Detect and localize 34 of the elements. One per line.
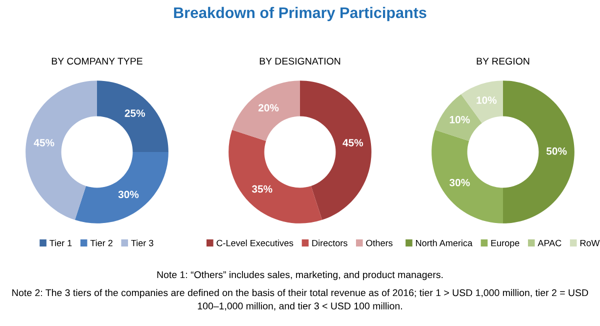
chart-title: BY REGION [476,58,530,65]
data-label: 50% [546,147,567,155]
donut-slice [228,130,322,224]
donut-slice [26,80,97,220]
legend-label: Tier 3 [131,240,154,246]
data-label: 45% [34,139,54,146]
data-label: 30% [449,178,470,186]
chart-title: BY DESIGNATION [260,58,340,65]
legend-label: Tier 1 [50,240,72,246]
data-label: 20% [258,104,279,112]
data-label: 35% [252,185,272,193]
donut-slice [232,80,300,141]
legend-label: APAC [538,240,562,246]
donut-slice [74,152,168,224]
legend-label: North America [416,240,472,246]
donut-slice [432,130,503,224]
legend-label: Europe [491,240,520,248]
chart-title: BY COMPANY TYPE [52,58,142,65]
text: Note 1: “Others” includes sales, marketing, and product managers. [157,271,443,280]
donut-slice [503,80,574,224]
legend-label: C-Level Executives [216,240,294,246]
data-label: 45% [342,139,364,146]
data-label: 10% [450,116,470,124]
legend-label: RoW [580,240,600,246]
data-label: 25% [124,110,146,117]
data-label: 10% [476,96,497,104]
donut-slice [97,80,168,152]
legend-label: Others [366,240,392,246]
data-label: 30% [118,190,139,198]
legend-label: Tier 2 [90,240,112,246]
donut-slice [300,80,372,220]
text: Note 2: The 3 tiers of the companies are defined on the basis of their total revenue as of 2016; tier 1 > USD 1,000 million, tier 2 = USD 100–1,000 million, and tier 3 < USD 100 million. [12,289,588,311]
text: Breakdown of Primary Participants [174,6,426,22]
legend-label: Directors [312,240,348,246]
